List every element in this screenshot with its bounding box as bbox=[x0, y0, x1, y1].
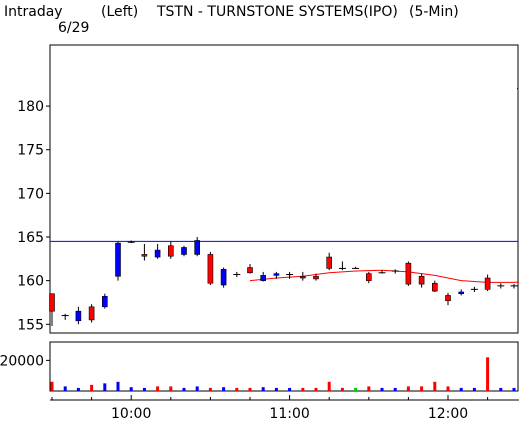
volume-bar bbox=[51, 382, 54, 391]
volume-bar bbox=[447, 386, 450, 391]
time-tick-label: 10:00 bbox=[111, 406, 151, 422]
candle-body bbox=[432, 283, 437, 291]
volume-bar bbox=[486, 357, 489, 391]
volume-bar bbox=[90, 385, 93, 391]
price-panel-frame bbox=[50, 45, 518, 333]
time-tick-label: 11:00 bbox=[269, 406, 309, 422]
candle-body bbox=[327, 257, 332, 268]
volume-bar bbox=[169, 386, 172, 391]
volume-bar bbox=[64, 386, 67, 391]
volume-bar bbox=[433, 382, 436, 391]
moving-average-line bbox=[250, 137, 519, 283]
candle-body bbox=[459, 292, 464, 294]
volume-bar bbox=[130, 387, 133, 391]
volume-bar bbox=[275, 388, 278, 391]
price-y-tick-label: 170 bbox=[17, 186, 44, 202]
candle-body bbox=[314, 276, 319, 279]
volume-bar bbox=[196, 386, 199, 391]
candle-body bbox=[261, 275, 266, 280]
volume-bar bbox=[222, 387, 225, 391]
candle-body bbox=[248, 268, 253, 273]
candle-body bbox=[142, 254, 147, 256]
candle-body bbox=[274, 274, 279, 276]
candle-body bbox=[102, 296, 107, 306]
candle-body bbox=[406, 263, 411, 284]
volume-bar bbox=[341, 388, 344, 391]
volume-bar bbox=[513, 388, 516, 391]
volume-bar bbox=[473, 388, 476, 391]
candle-body bbox=[168, 246, 173, 256]
time-tick-label: 12:00 bbox=[428, 406, 468, 422]
volume-bar bbox=[315, 388, 318, 391]
volume-bar bbox=[420, 386, 423, 391]
volume-bar bbox=[394, 388, 397, 391]
volume-bar bbox=[367, 386, 370, 391]
volume-bar bbox=[235, 388, 238, 391]
volume-bar bbox=[156, 386, 159, 391]
candle-body bbox=[208, 254, 213, 283]
volume-bar bbox=[249, 388, 252, 391]
candle-body bbox=[182, 247, 187, 254]
volume-panel: 20000 bbox=[0, 342, 519, 391]
volume-bar bbox=[77, 388, 80, 391]
volume-bar bbox=[288, 388, 291, 391]
volume-bar bbox=[301, 388, 304, 391]
price-y-tick-label: 175 bbox=[17, 143, 44, 159]
volume-bar bbox=[354, 388, 357, 391]
candle-body bbox=[155, 250, 160, 257]
volume-bar bbox=[460, 388, 463, 391]
price-y-tick-label: 160 bbox=[17, 274, 44, 290]
volume-bar bbox=[103, 383, 106, 391]
candle-body bbox=[485, 278, 490, 289]
volume-bar bbox=[143, 388, 146, 391]
volume-bar bbox=[209, 388, 212, 391]
candle-body bbox=[221, 269, 226, 285]
volume-bar bbox=[183, 388, 186, 391]
volume-bar bbox=[407, 386, 410, 391]
price-y-tick-label: 180 bbox=[17, 99, 44, 115]
volume-y-tick-label: 20000 bbox=[0, 353, 44, 369]
volume-bar bbox=[262, 387, 265, 391]
candle-body bbox=[50, 294, 55, 311]
volume-bar bbox=[328, 382, 331, 391]
candle-body bbox=[89, 307, 94, 320]
candle-body bbox=[195, 240, 200, 254]
candle-body bbox=[76, 311, 81, 321]
volume-panel-frame bbox=[50, 342, 518, 391]
volume-bar bbox=[381, 388, 384, 391]
candle-body bbox=[446, 295, 451, 300]
price-panel: 155 160 165 170 175 180 bbox=[17, 45, 519, 333]
candle-body bbox=[300, 276, 305, 278]
candle-body bbox=[116, 243, 121, 276]
volume-bar bbox=[117, 382, 120, 391]
volume-bar bbox=[499, 388, 502, 391]
price-y-tick-label: 155 bbox=[17, 317, 44, 333]
candle-body bbox=[366, 274, 371, 281]
candle-body bbox=[419, 276, 424, 284]
price-y-tick-label: 165 bbox=[17, 230, 44, 246]
